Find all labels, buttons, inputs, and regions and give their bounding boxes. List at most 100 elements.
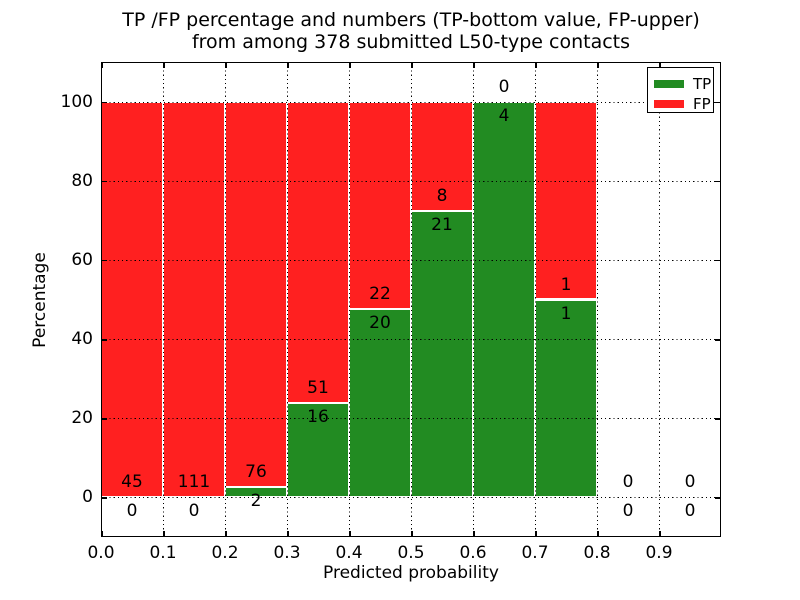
- y-tick-label: 40: [71, 329, 93, 350]
- fp-legend-label: FP: [693, 94, 711, 113]
- x-tick-mark-top: [597, 62, 599, 68]
- bar-segment-fp: [535, 101, 597, 300]
- y-tick-label: 60: [71, 249, 93, 270]
- tp-count-label: 1: [560, 303, 572, 324]
- chart-title-line2: from among 378 submitted L50-type contac…: [191, 31, 631, 53]
- tp-count-label: 0: [188, 501, 200, 522]
- gridline-y: [101, 259, 721, 261]
- fp-count-label: 0: [622, 472, 634, 493]
- x-tick-mark-top: [349, 62, 351, 68]
- x-tick-mark: [535, 531, 537, 537]
- fp-legend-swatch: [654, 100, 684, 108]
- gridline-y: [101, 339, 721, 341]
- legend-entry-fp: FP: [648, 94, 713, 114]
- bar-segment-tp: [473, 101, 535, 498]
- y-tick-label: 100: [60, 91, 93, 112]
- gridline-x: [659, 62, 660, 537]
- x-tick-label: 0.4: [335, 543, 363, 563]
- y-tick-mark-right: [715, 259, 721, 262]
- plot-area: TP FP 45 0 111 0 76 2 51 16 22 20 8 21 0 4 1 1 0 0 0 0: [101, 62, 721, 537]
- y-tick-mark-right: [715, 418, 721, 420]
- x-tick-label: 0.1: [149, 543, 177, 563]
- gridline-x: [535, 62, 536, 537]
- fp-count-label: 76: [245, 462, 267, 483]
- gridline-x: [473, 62, 474, 537]
- legend-entry-tp: TP: [648, 74, 713, 94]
- y-tick-mark: [101, 339, 107, 341]
- bar-segment-fp: [225, 101, 287, 488]
- gridline-x: [225, 62, 226, 537]
- bar-segment-tp: [411, 210, 473, 498]
- chart-title-line1: TP /FP percentage and numbers (TP-bottom…: [122, 9, 700, 31]
- x-tick-mark: [101, 531, 103, 537]
- x-tick-mark-top: [535, 62, 537, 68]
- y-tick-mark: [101, 259, 107, 262]
- bar-segment-fp: [349, 101, 411, 309]
- x-axis-label: Predicted probability: [323, 563, 499, 583]
- y-tick-label: 80: [71, 170, 93, 191]
- gridline-x: [411, 62, 412, 537]
- gridline-y: [101, 180, 721, 182]
- gridline-y: [101, 101, 721, 103]
- y-tick-mark: [101, 418, 107, 420]
- y-tick-label: 20: [71, 408, 93, 429]
- y-tick-label: 0: [82, 487, 93, 508]
- y-tick-mark-right: [715, 101, 721, 104]
- fp-count-label: 45: [121, 472, 143, 493]
- bar-segment-fp: [163, 101, 225, 498]
- bar-segment-fp: [287, 101, 349, 403]
- x-tick-mark-top: [659, 62, 661, 68]
- tp-count-label: 2: [250, 491, 262, 512]
- tp-count-label: 21: [431, 214, 453, 235]
- gridline-x: [287, 62, 288, 537]
- gridline-x: [163, 62, 164, 537]
- x-tick-mark: [287, 531, 289, 537]
- fp-count-label: 0: [498, 76, 510, 97]
- x-tick-mark: [349, 531, 351, 537]
- gridline-x: [349, 62, 350, 537]
- x-tick-label: 0.0: [87, 543, 115, 563]
- x-tick-mark: [225, 531, 227, 537]
- x-tick-mark: [163, 531, 165, 537]
- y-tick-mark-right: [715, 180, 721, 183]
- tp-count-label: 0: [684, 501, 696, 522]
- gridline-y: [101, 497, 721, 499]
- x-tick-label: 0.3: [273, 543, 301, 563]
- bar-segment-tp: [535, 299, 597, 498]
- gridline-y: [101, 418, 721, 420]
- x-tick-label: 0.6: [459, 543, 487, 563]
- tp-count-label: 16: [307, 406, 329, 427]
- fp-count-label: 51: [307, 377, 329, 398]
- y-tick-mark: [101, 180, 107, 183]
- tp-legend-label: TP: [693, 74, 712, 93]
- y-tick-mark-right: [715, 339, 721, 341]
- legend: TP FP: [647, 67, 714, 113]
- x-tick-mark: [597, 531, 599, 537]
- tp-count-label: 4: [498, 105, 510, 126]
- x-tick-label: 0.9: [645, 543, 673, 563]
- x-tick-mark: [473, 531, 475, 537]
- x-tick-mark-top: [287, 62, 289, 68]
- fp-count-label: 1: [560, 274, 572, 295]
- chart-title: TP /FP percentage and numbers (TP-bottom…: [101, 9, 721, 53]
- x-tick-label: 0.7: [521, 543, 549, 563]
- y-tick-mark-right: [715, 497, 721, 499]
- y-tick-mark: [101, 497, 107, 499]
- x-tick-mark-top: [411, 62, 413, 68]
- gridline-x: [101, 62, 102, 537]
- bar-segment-fp: [101, 101, 163, 498]
- y-tick-mark: [101, 101, 107, 104]
- tp-legend-swatch: [654, 80, 684, 88]
- x-tick-mark: [659, 531, 661, 537]
- tp-count-label: 0: [126, 501, 138, 522]
- x-tick-mark: [411, 531, 413, 537]
- x-tick-label: 0.2: [211, 543, 239, 563]
- fp-count-label: 0: [684, 472, 696, 493]
- tp-count-label: 20: [369, 312, 391, 333]
- x-tick-mark-top: [101, 62, 103, 68]
- fp-count-label: 111: [177, 472, 211, 493]
- y-axis-label: Percentage: [30, 252, 50, 348]
- gridline-x: [597, 62, 598, 537]
- fp-count-label: 22: [369, 283, 391, 304]
